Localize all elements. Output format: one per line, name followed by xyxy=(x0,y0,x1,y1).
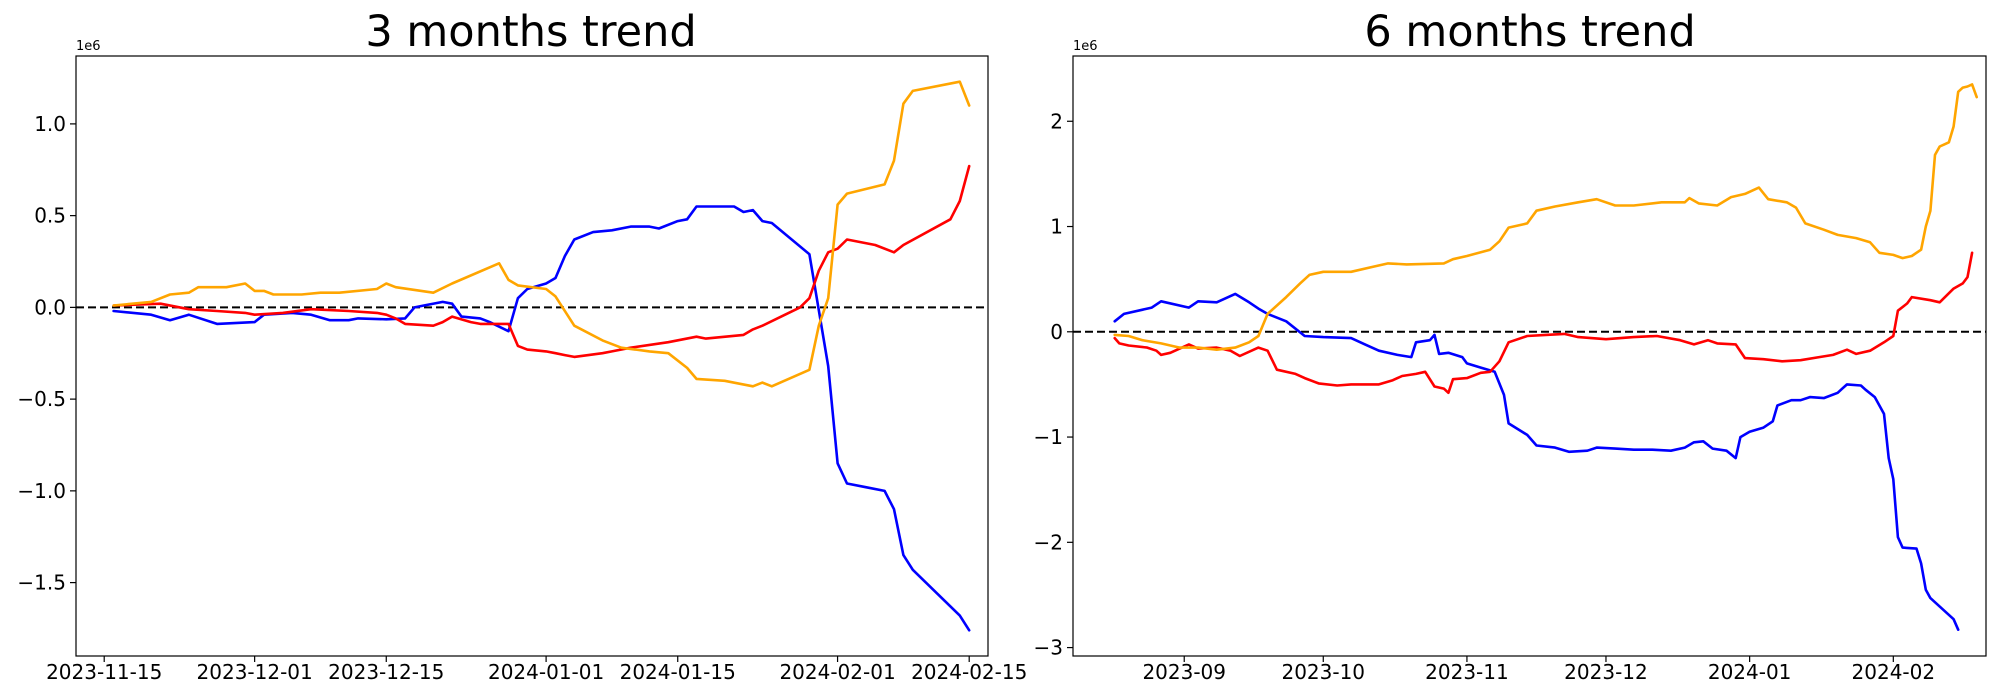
x-tick-label: 2024-01-15 xyxy=(620,660,736,684)
y-tick-label: −1.5 xyxy=(17,571,66,595)
series-line xyxy=(1113,292,1960,632)
series-lines xyxy=(1073,83,1986,632)
series-line xyxy=(1113,83,1978,352)
x-tick-label: 2024-02-15 xyxy=(911,660,1027,684)
x-tick-label: 2023-11 xyxy=(1425,660,1509,684)
x-tick-label: 2023-12-01 xyxy=(197,660,313,684)
y-axis-offset-label: 1e6 xyxy=(76,39,101,54)
x-tick-label: 2023-12 xyxy=(1564,660,1648,684)
x-tick-label: 2023-10 xyxy=(1281,660,1365,684)
y-axis-offset-label: 1e6 xyxy=(1073,39,1098,54)
chart-title: 3 months trend xyxy=(365,7,696,57)
plot-frame xyxy=(75,55,989,657)
x-tick-label: 2023-12-15 xyxy=(328,660,444,684)
y-axis-ticks: 1.0 0.5 0.0 −0.5 −1.0 −1.5 xyxy=(17,112,76,595)
chart-6-months: 6 months trend 1e6 2023-09 2023-10 2023-11… xyxy=(1034,7,1987,684)
y-axis-ticks: 2 1 0 −1 −2 −3 xyxy=(1034,109,1073,660)
series-line xyxy=(112,205,971,632)
plot-frame xyxy=(1072,55,1987,657)
y-tick-label: −1.0 xyxy=(17,479,66,503)
series-line xyxy=(112,164,971,359)
y-tick-label: 1 xyxy=(1050,215,1063,239)
x-tick-label: 2023-09 xyxy=(1142,660,1226,684)
chart-3-months: 3 months trend 1e6 2023-11-15 2023-12-01 2… xyxy=(17,7,1027,684)
y-tick-label: 0 xyxy=(1050,320,1063,344)
y-tick-label: −0.5 xyxy=(17,387,66,411)
y-tick-label: 0.0 xyxy=(34,295,66,319)
x-tick-label: 2024-01-01 xyxy=(488,660,604,684)
series-lines xyxy=(76,80,988,632)
y-tick-label: −3 xyxy=(1034,636,1063,660)
chart-title: 6 months trend xyxy=(1364,7,1695,57)
series-line xyxy=(112,80,971,388)
y-tick-label: −1 xyxy=(1034,425,1063,449)
y-tick-label: 1.0 xyxy=(34,112,66,136)
y-tick-label: 0.5 xyxy=(34,204,66,228)
x-axis-ticks: 2023-09 2023-10 2023-11 2023-12 2024-01 2024-… xyxy=(1142,656,1935,684)
series-line xyxy=(1113,251,1974,395)
x-axis-ticks: 2023-11-15 2023-12-01 2023-12-15 2024-01-01… xyxy=(46,656,1027,684)
x-tick-label: 2023-11-15 xyxy=(46,660,162,684)
y-tick-label: −2 xyxy=(1034,530,1063,554)
x-tick-label: 2024-01 xyxy=(1708,660,1792,684)
y-tick-label: 2 xyxy=(1050,109,1063,133)
x-tick-label: 2024-02-01 xyxy=(779,660,895,684)
x-tick-label: 2024-02 xyxy=(1852,660,1936,684)
